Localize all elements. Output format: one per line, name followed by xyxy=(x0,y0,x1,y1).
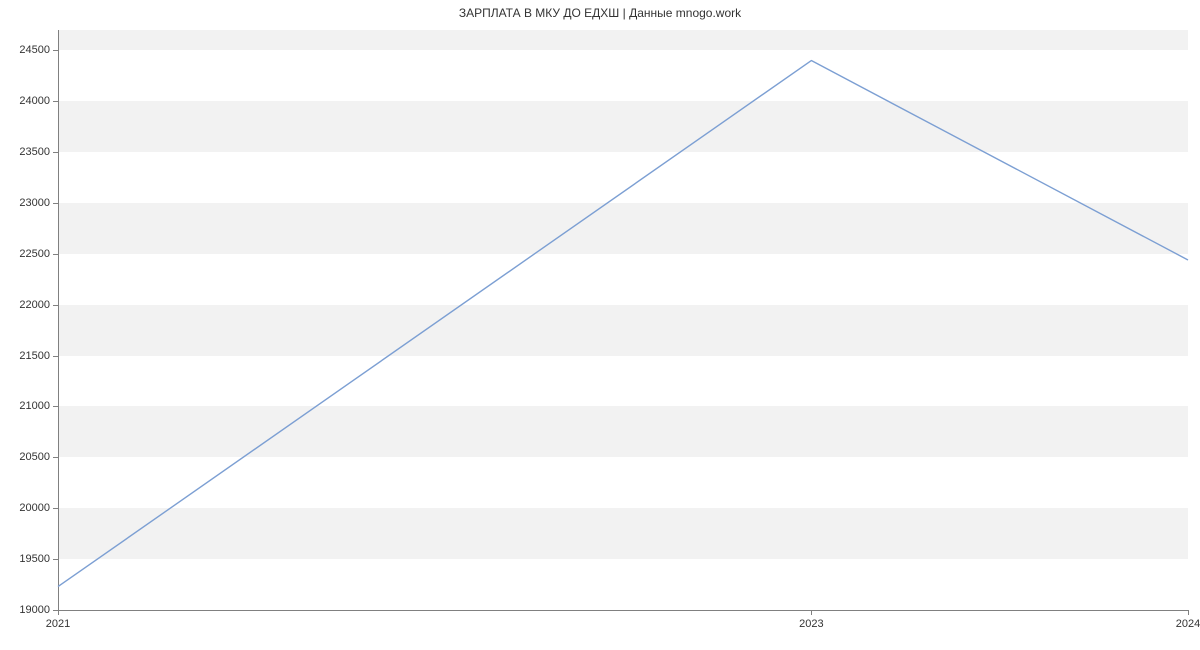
y-tick-label: 21500 xyxy=(19,350,58,362)
y-tick-label: 22500 xyxy=(19,248,58,260)
x-tick-label: 2021 xyxy=(46,610,70,630)
x-axis-line xyxy=(58,610,1188,611)
y-tick-label: 24500 xyxy=(19,44,58,56)
x-tick-label: 2023 xyxy=(799,610,823,630)
y-tick-label: 23000 xyxy=(19,197,58,209)
x-tick-label: 2024 xyxy=(1176,610,1200,630)
y-tick-label: 22000 xyxy=(19,299,58,311)
y-tick-label: 19500 xyxy=(19,553,58,565)
y-tick-label: 20000 xyxy=(19,502,58,514)
chart-title: ЗАРПЛАТА В МКУ ДО ЕДХШ | Данные mnogo.wo… xyxy=(0,6,1200,20)
y-tick-label: 20500 xyxy=(19,451,58,463)
y-tick-label: 21000 xyxy=(19,400,58,412)
y-tick-label: 23500 xyxy=(19,146,58,158)
plot-area: 1900019500200002050021000215002200022500… xyxy=(58,30,1188,610)
y-tick-label: 24000 xyxy=(19,95,58,107)
salary-line-chart: ЗАРПЛАТА В МКУ ДО ЕДХШ | Данные mnogo.wo… xyxy=(0,0,1200,650)
line-series xyxy=(58,30,1188,610)
